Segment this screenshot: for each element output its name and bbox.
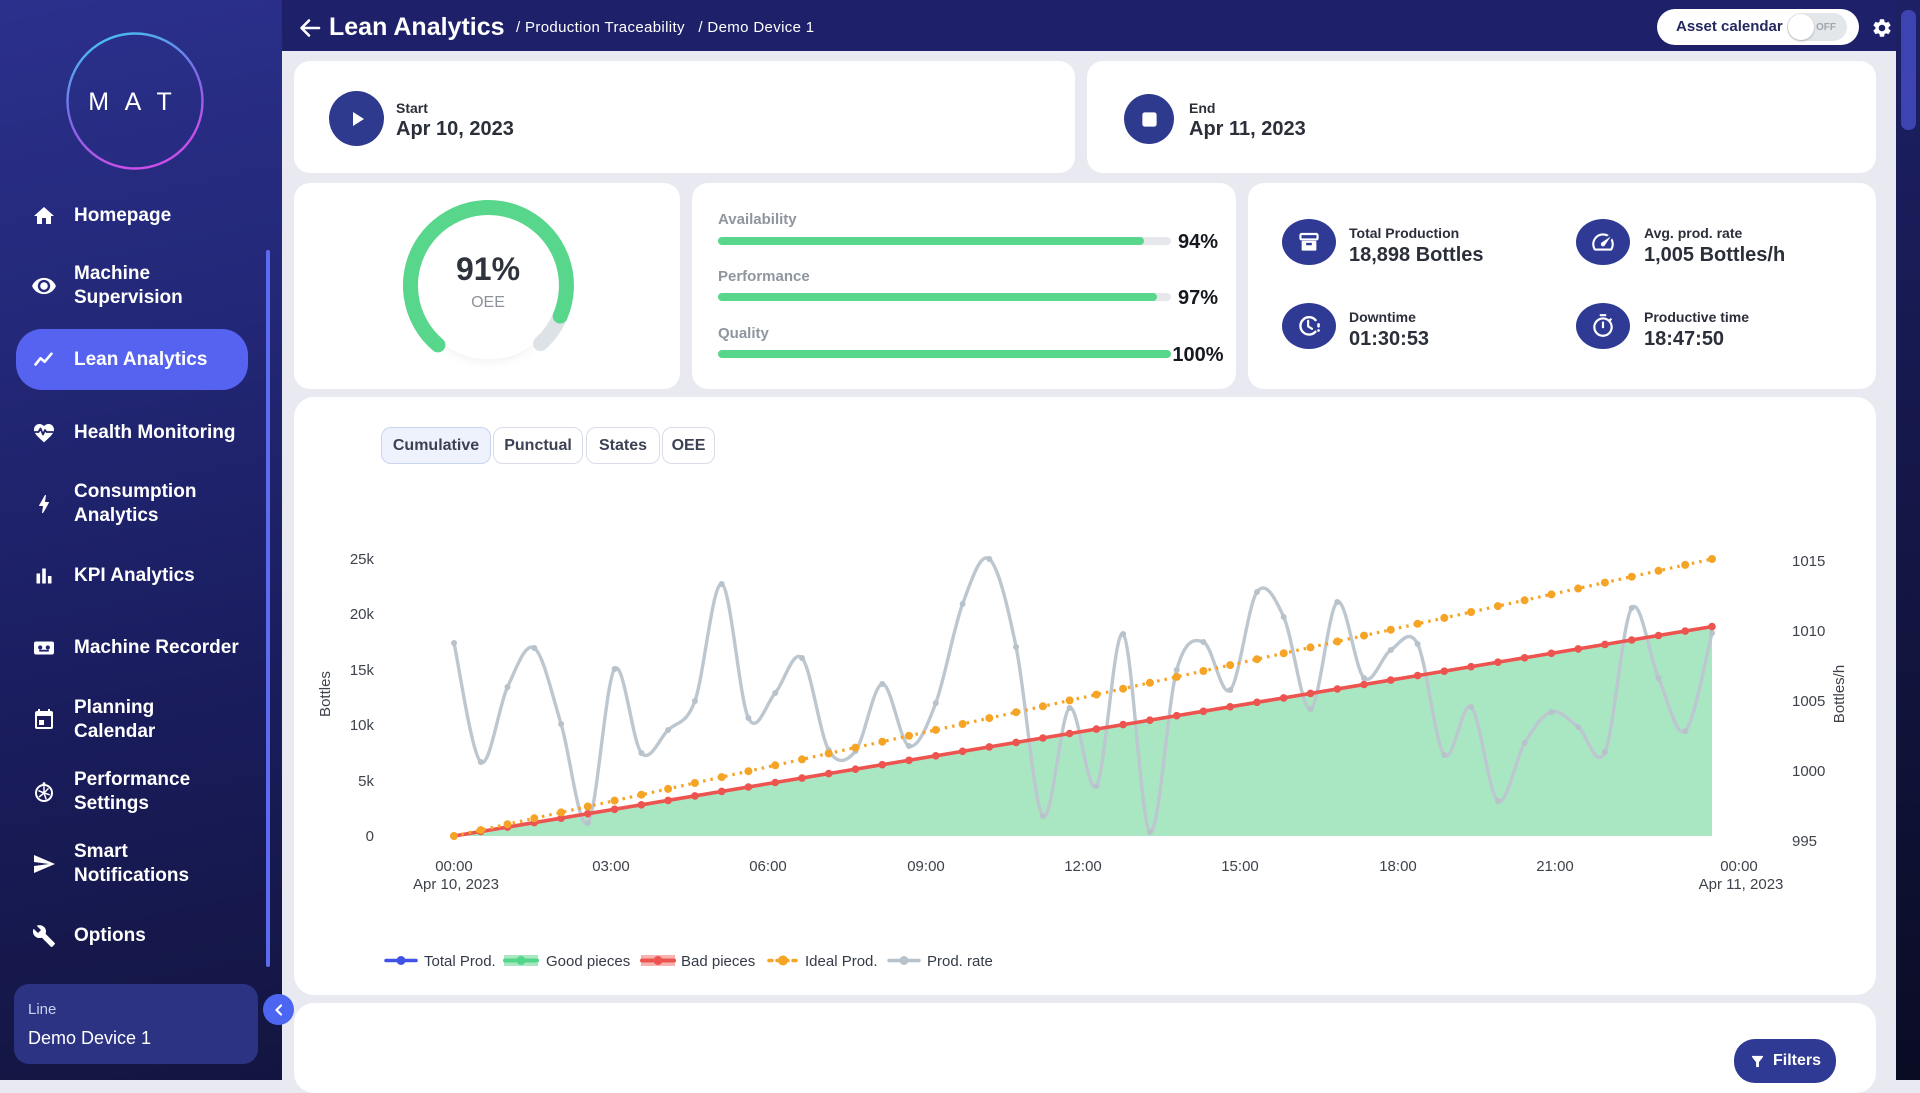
svg-text:Apr 11, 2023: Apr 11, 2023 bbox=[1699, 876, 1784, 893]
svg-text:18:00: 18:00 bbox=[1379, 858, 1417, 875]
svg-text:00:00: 00:00 bbox=[435, 858, 473, 875]
svg-text:1010: 1010 bbox=[1792, 623, 1825, 640]
svg-text:Ideal Prod.: Ideal Prod. bbox=[805, 953, 878, 970]
svg-text:21:00: 21:00 bbox=[1536, 858, 1574, 875]
svg-text:03:00: 03:00 bbox=[592, 858, 630, 875]
svg-text:1000: 1000 bbox=[1792, 763, 1825, 780]
svg-text:25k: 25k bbox=[350, 551, 375, 568]
svg-text:Apr 10, 2023: Apr 10, 2023 bbox=[413, 876, 499, 893]
svg-text:Bottles/h: Bottles/h bbox=[1831, 665, 1848, 723]
svg-text:0: 0 bbox=[366, 828, 374, 845]
svg-text:10k: 10k bbox=[350, 717, 375, 734]
svg-text:1015: 1015 bbox=[1792, 553, 1825, 570]
svg-text:M A T: M A T bbox=[88, 88, 176, 116]
svg-text:Good pieces: Good pieces bbox=[546, 953, 630, 970]
svg-text:91%: 91% bbox=[456, 251, 520, 287]
svg-text:15:00: 15:00 bbox=[1221, 858, 1259, 875]
svg-text:Bottles: Bottles bbox=[317, 671, 334, 717]
svg-text:Bad pieces: Bad pieces bbox=[681, 953, 755, 970]
svg-text:09:00: 09:00 bbox=[907, 858, 945, 875]
svg-text:Total Prod.: Total Prod. bbox=[424, 953, 496, 970]
svg-text:Prod. rate: Prod. rate bbox=[927, 953, 993, 970]
svg-text:06:00: 06:00 bbox=[749, 858, 787, 875]
svg-text:12:00: 12:00 bbox=[1064, 858, 1102, 875]
svg-text:1005: 1005 bbox=[1792, 693, 1825, 710]
svg-text:995: 995 bbox=[1792, 833, 1817, 850]
svg-text:5k: 5k bbox=[358, 773, 374, 790]
svg-text:15k: 15k bbox=[350, 662, 375, 679]
svg-text:OEE: OEE bbox=[471, 294, 505, 311]
svg-text:20k: 20k bbox=[350, 606, 375, 623]
svg-text:00:00: 00:00 bbox=[1720, 858, 1758, 875]
